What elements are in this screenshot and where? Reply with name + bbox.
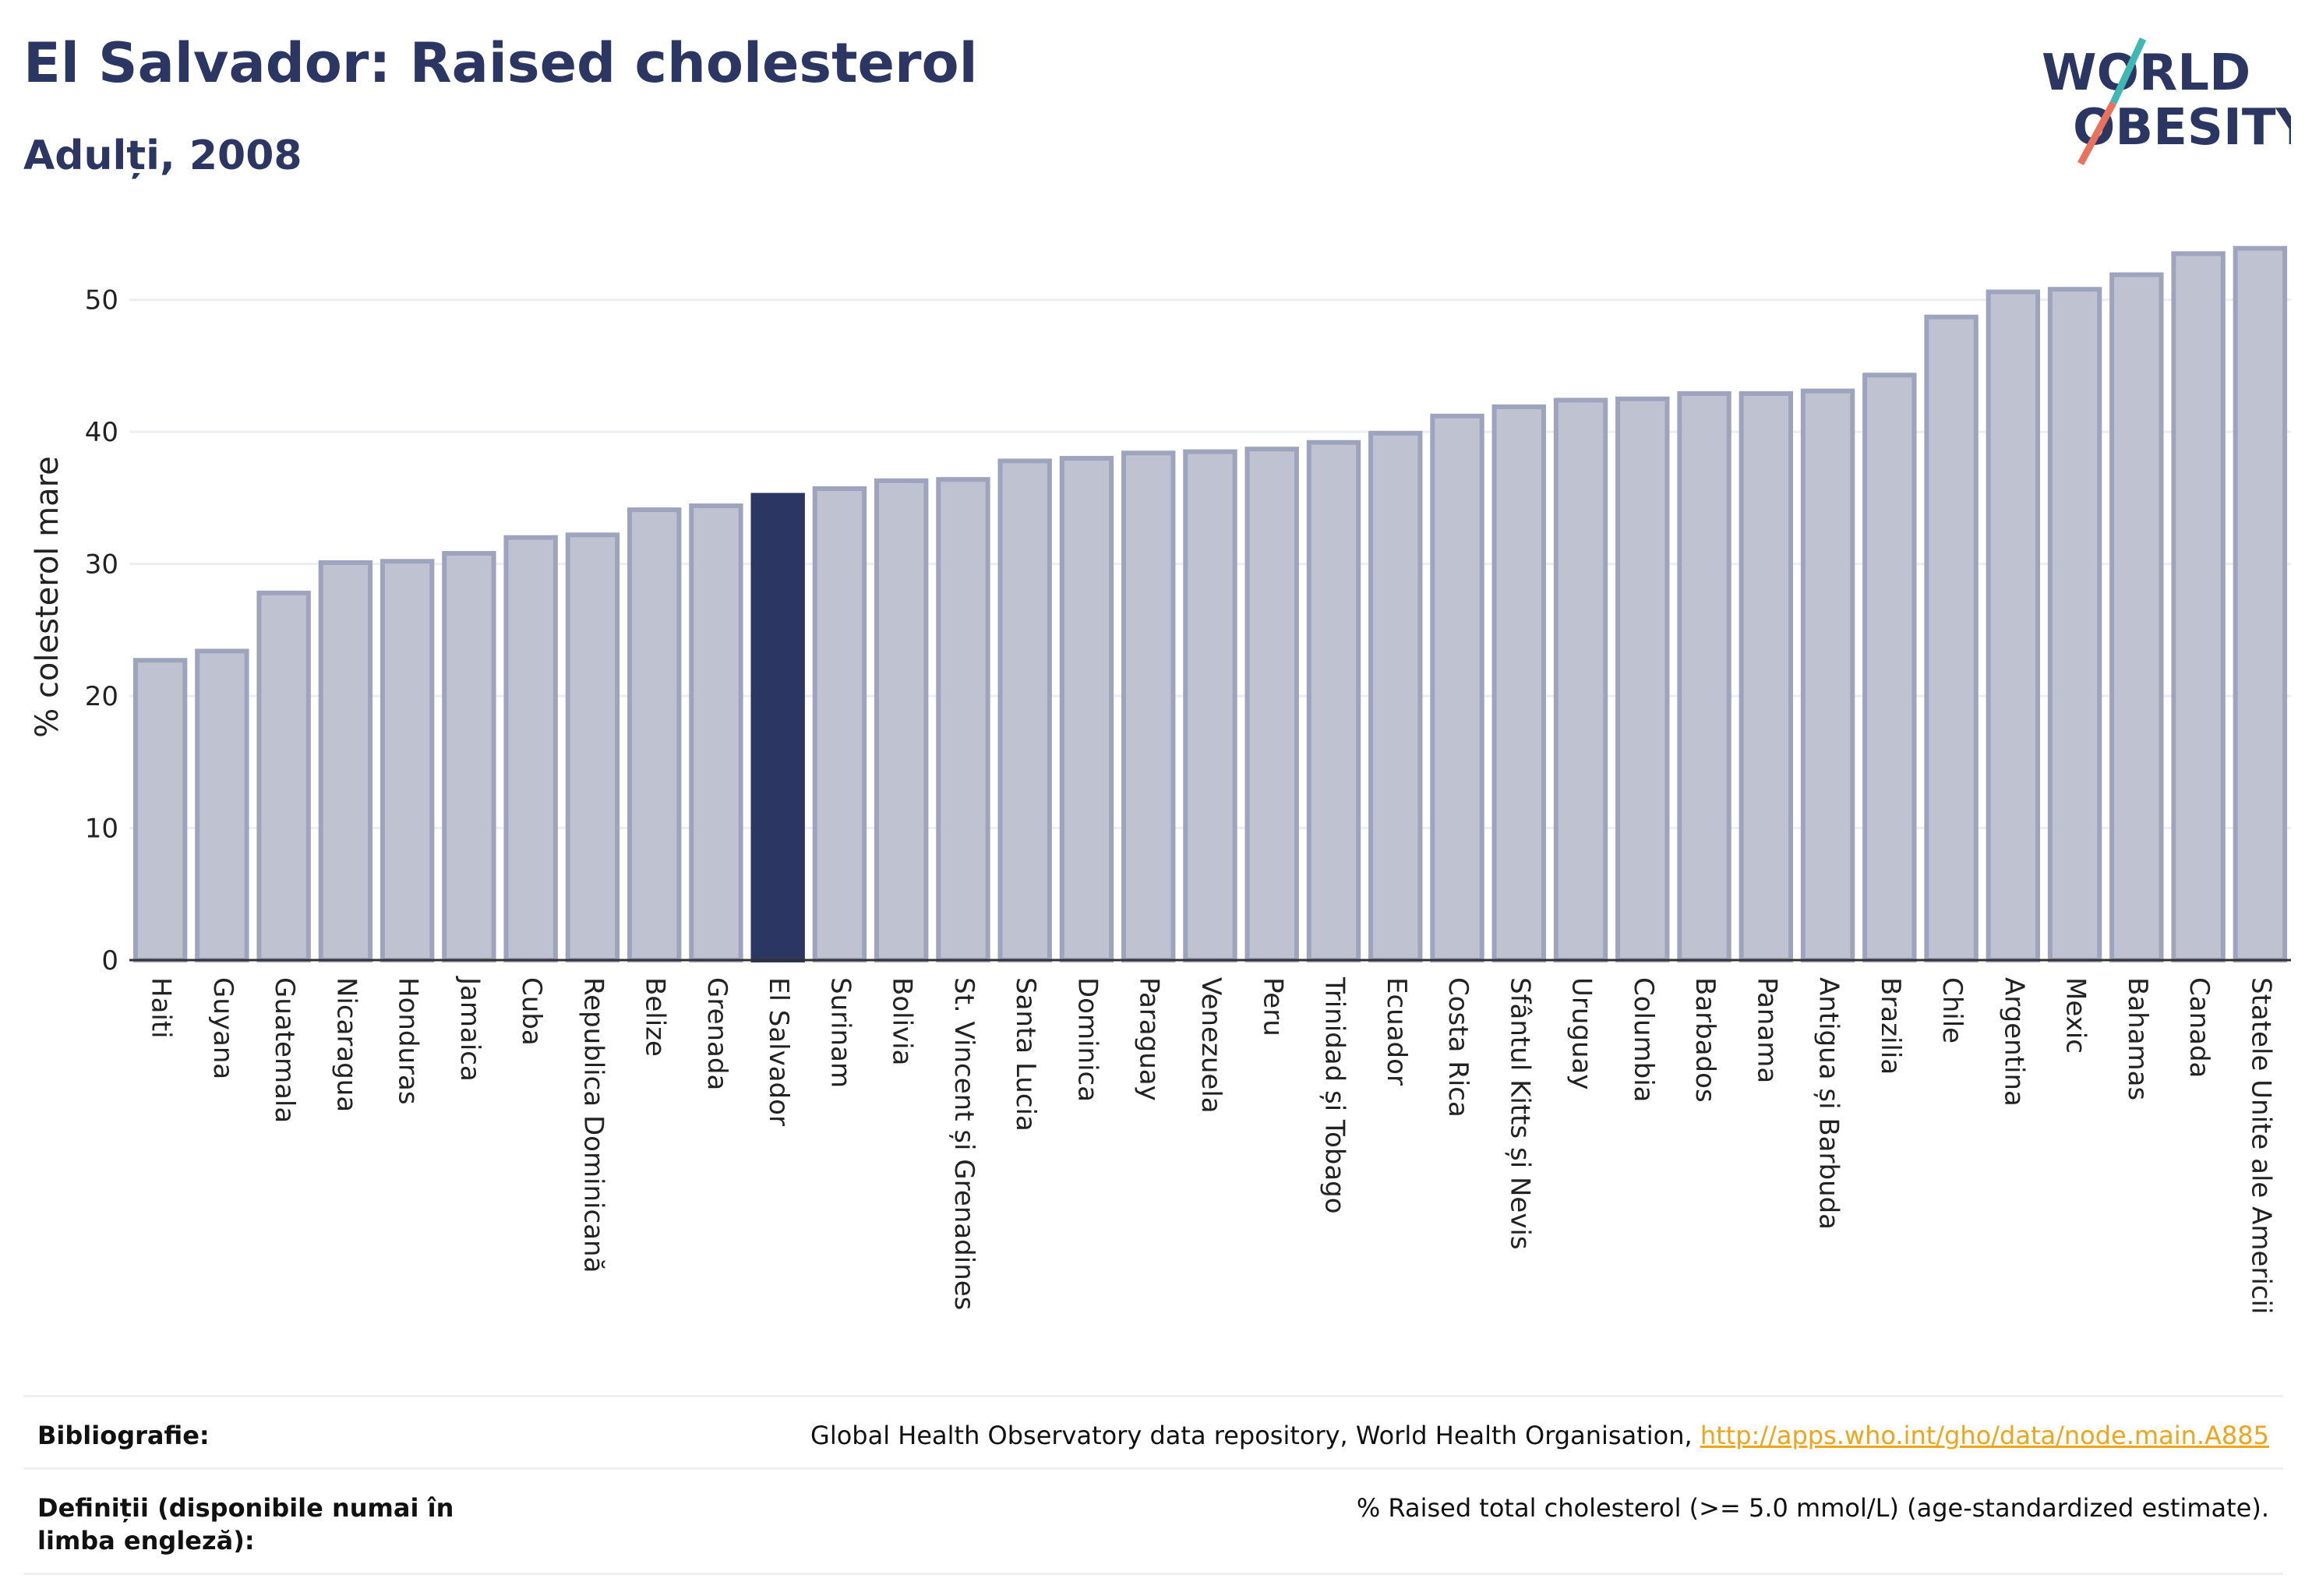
x-tick-label: St. Vincent și Grenadines xyxy=(948,977,980,1310)
x-tick-label: Argentina xyxy=(1998,977,2029,1107)
x-tick-label: Chile xyxy=(1936,977,1968,1043)
bar-belize[interactable] xyxy=(627,507,682,962)
bar-el-salvador[interactable] xyxy=(750,493,805,962)
y-tick-label: 0 xyxy=(101,945,118,976)
bar-cuba[interactable] xyxy=(503,535,558,962)
x-tick-label: Paraguay xyxy=(1134,977,1165,1101)
bibliography-text: Global Health Observatory data repositor… xyxy=(810,1421,1700,1450)
bibliography-row: Bibliografie: Global Health Observatory … xyxy=(23,1395,2283,1467)
bar-peru[interactable] xyxy=(1244,447,1299,962)
x-tick-label: Jamaica xyxy=(454,976,485,1082)
x-tick-label: Belize xyxy=(640,977,671,1057)
bar-argentina[interactable] xyxy=(1986,289,2041,962)
definitions-value: % Raised total cholesterol (>= 5.0 mmol/… xyxy=(1356,1493,2269,1523)
bar-guatemala[interactable] xyxy=(256,590,311,963)
bar-jamaica[interactable] xyxy=(442,551,496,962)
x-tick-label: Bahamas xyxy=(2122,977,2153,1100)
x-tick-label: Uruguay xyxy=(1566,977,1597,1090)
page-subtitle: Adulți, 2008 xyxy=(23,132,302,179)
bar-grenada[interactable] xyxy=(689,503,743,962)
bar-dominica[interactable] xyxy=(1059,456,1114,962)
bar-st-vincent-i-grenadines[interactable] xyxy=(936,477,990,962)
x-tick-label: Grenada xyxy=(701,977,732,1090)
y-tick-label: 10 xyxy=(85,814,118,845)
bar-barbados[interactable] xyxy=(1677,391,1731,963)
y-axis-label: % colesterol mare xyxy=(30,456,65,738)
bar-chile[interactable] xyxy=(1924,314,1978,963)
bar-columbia[interactable] xyxy=(1615,396,1670,962)
bar-honduras[interactable] xyxy=(379,559,435,962)
bar-venezuela[interactable] xyxy=(1183,449,1237,962)
x-tick-label: Guyana xyxy=(207,977,238,1079)
bar-nicaragua[interactable] xyxy=(318,560,373,963)
y-tick-label: 40 xyxy=(85,417,118,448)
x-tick-label: Haiti xyxy=(146,977,177,1039)
x-tick-label: Surinam xyxy=(824,977,856,1088)
bar-uruguay[interactable] xyxy=(1553,397,1608,962)
bar-paraguay[interactable] xyxy=(1121,450,1176,962)
x-tick-label: Bolivia xyxy=(887,977,918,1065)
y-tick-label: 50 xyxy=(85,285,118,316)
bar-chart: 0 10 20 30 40 50 Haiti Guyana Guatemala Nicaragu… xyxy=(30,245,2291,1314)
bar-bahamas[interactable] xyxy=(2109,272,2164,963)
x-tick-label: Canada xyxy=(2183,977,2215,1078)
x-tick-label: Santa Lucia xyxy=(1010,977,1041,1132)
x-tick-label: Mexic xyxy=(2060,977,2091,1054)
definitions-row: Definiții (disponibile numai în limba en… xyxy=(23,1467,2283,1575)
world-obesity-logo: WORLD OBESITY xyxy=(2042,37,2291,166)
x-tick-label: Honduras xyxy=(393,977,424,1105)
x-tick-label: Cuba xyxy=(516,977,547,1046)
x-tick-label: Peru xyxy=(1257,977,1288,1036)
x-tick-label: Panama xyxy=(1751,977,1782,1083)
bar-republica-dominican-[interactable] xyxy=(565,532,620,962)
bar-brazilia[interactable] xyxy=(1862,373,1917,963)
x-tick-label: Barbados xyxy=(1689,977,1721,1103)
bar-panama[interactable] xyxy=(1738,391,1794,963)
bar-antigua-i-barbuda[interactable] xyxy=(1800,388,1855,963)
bibliography-value: Global Health Observatory data repositor… xyxy=(810,1419,2269,1452)
x-tick-label: Guatemala xyxy=(269,977,300,1123)
x-tick-label: Costa Rica xyxy=(1442,977,1474,1118)
x-tick-label: Nicaragua xyxy=(330,977,362,1112)
definitions-label: Definiții (disponibile numai în limba en… xyxy=(37,1493,454,1555)
bar-trinidad-i-tobago[interactable] xyxy=(1306,440,1361,962)
bar-bolivia[interactable] xyxy=(874,478,929,962)
bar-guyana[interactable] xyxy=(195,648,249,963)
logo-line1: WORLD xyxy=(2042,44,2250,102)
x-tick-label: El Salvador xyxy=(763,977,794,1126)
y-tick-label: 30 xyxy=(85,549,118,581)
bibliography-label: Bibliografie: xyxy=(37,1421,210,1450)
x-tick-label: Brazilia xyxy=(1875,977,1906,1075)
bar-statele-unite-ale-americii[interactable] xyxy=(2233,245,2288,962)
bar-surinam[interactable] xyxy=(812,486,867,962)
bibliography-link[interactable]: http://apps.who.int/gho/data/node.main.A… xyxy=(1700,1421,2269,1450)
y-tick-label: 20 xyxy=(85,681,118,712)
logo-slash-teal xyxy=(2109,37,2147,104)
x-tick-label: Sfântul Kitts și Nevis xyxy=(1504,977,1535,1250)
bar-mexic[interactable] xyxy=(2047,287,2102,962)
x-tick-label: Dominica xyxy=(1071,977,1103,1102)
bar-ecuador[interactable] xyxy=(1368,430,1423,962)
page-title: El Salvador: Raised cholesterol xyxy=(23,31,978,95)
logo-slash-coral xyxy=(2077,101,2116,166)
x-tick-label: Antigua și Barbuda xyxy=(1813,977,1844,1230)
bar-sf-ntul-kitts-i-nevis[interactable] xyxy=(1491,404,1546,962)
x-tick-label: Trinidad și Tobago xyxy=(1319,976,1350,1214)
bar-haiti[interactable] xyxy=(132,658,188,962)
x-tick-label: Statele Unite ale Americii xyxy=(2245,977,2276,1314)
x-tick-label: Republica Dominicană xyxy=(577,977,609,1273)
y-axis-ticks: 0 10 20 30 40 50 xyxy=(85,285,118,976)
x-tick-label: Ecuador xyxy=(1381,977,1412,1086)
bar-canada[interactable] xyxy=(2171,251,2226,963)
x-tick-label: Venezuela xyxy=(1195,977,1227,1114)
footer: Bibliografie: Global Health Observatory … xyxy=(23,1395,2283,1575)
bar-santa-lucia[interactable] xyxy=(997,458,1052,962)
bar-costa-rica[interactable] xyxy=(1430,413,1484,962)
x-axis-labels: Haiti Guyana Guatemala Nicaragua Honduras Jam… xyxy=(146,976,2277,1314)
bars xyxy=(132,245,2288,963)
x-tick-label: Columbia xyxy=(1628,977,1659,1103)
